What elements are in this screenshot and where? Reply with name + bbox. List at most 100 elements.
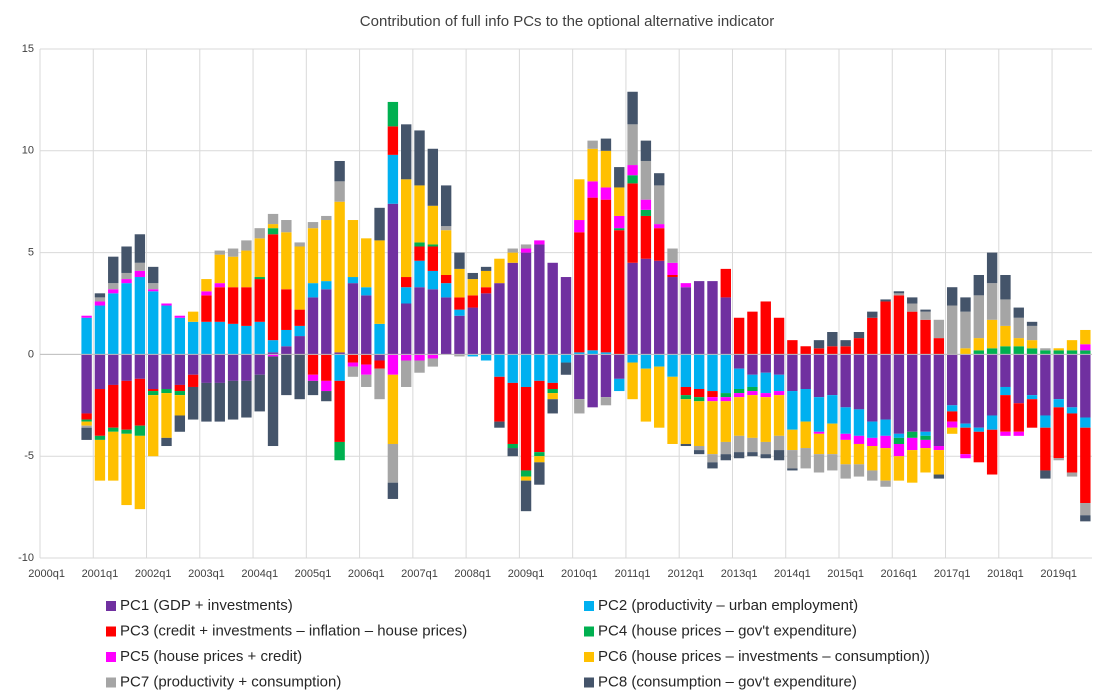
bar-segment — [94, 389, 106, 436]
bar-segment — [121, 279, 132, 284]
bar-segment — [427, 148, 439, 206]
bar-segment — [241, 325, 252, 355]
bar-segment — [81, 413, 92, 420]
bar-segment — [720, 268, 731, 298]
bar-segment — [627, 91, 638, 125]
bar-segment — [520, 386, 532, 471]
bar-segment — [813, 348, 825, 355]
bar-segment — [547, 389, 558, 394]
bar-segment — [733, 452, 745, 459]
bar-segment — [547, 393, 558, 400]
bar-segment — [414, 130, 425, 186]
bar-segment — [480, 293, 492, 355]
x-tick-label: 2005q1 — [295, 568, 332, 580]
bar-segment — [81, 317, 92, 355]
bar-segment — [600, 150, 612, 188]
bar-segment — [560, 354, 572, 363]
bar-segment — [1026, 395, 1038, 400]
bar-segment — [1080, 350, 1091, 355]
bar-segment — [401, 179, 412, 278]
bar-segment — [267, 352, 279, 355]
bar-segment — [813, 397, 825, 432]
bar-segment — [254, 277, 265, 280]
bar-segment — [147, 389, 159, 392]
bar-segment — [1026, 340, 1038, 349]
bar-segment — [174, 354, 186, 385]
bar-segment — [1080, 417, 1091, 428]
bar-segment — [427, 246, 439, 271]
bar-segment — [454, 297, 465, 310]
bar-segment — [201, 321, 212, 355]
bar-segment — [600, 199, 612, 353]
bar-segment — [760, 301, 771, 355]
bar-segment — [986, 252, 998, 284]
bar-segment — [560, 362, 572, 375]
bar-segment — [1026, 348, 1038, 355]
bar-segment — [907, 311, 918, 355]
bar-segment — [201, 291, 212, 296]
x-tick-label: 2012q1 — [667, 568, 704, 580]
bar-segment — [893, 354, 905, 434]
bar-segment — [813, 340, 825, 349]
legend-swatch — [584, 677, 594, 688]
bar-segment — [707, 281, 718, 355]
bar-segment — [640, 140, 652, 161]
bar-segment — [334, 354, 345, 381]
bar-segment — [933, 446, 945, 451]
bar-segment — [773, 354, 785, 375]
bar-segment — [374, 354, 385, 361]
bar-segment — [960, 423, 971, 428]
bar-segment — [214, 283, 225, 288]
bar-segment — [893, 295, 905, 355]
y-tick-label: 10 — [22, 145, 34, 157]
bar-segment — [147, 283, 159, 290]
bar-segment — [81, 354, 92, 414]
bar-segment — [507, 354, 518, 383]
bar-segment — [893, 291, 905, 294]
bar-segment — [414, 242, 425, 247]
bar-segment — [986, 415, 998, 430]
bar-segment — [267, 356, 279, 447]
legend-swatch — [106, 652, 116, 662]
bar-segment — [720, 354, 731, 394]
bar-segment — [654, 228, 665, 261]
bar-segment — [1040, 415, 1051, 428]
bar-segment — [94, 439, 106, 481]
bar-segment — [108, 427, 119, 432]
bar-segment — [707, 354, 718, 392]
bar-segment — [720, 297, 731, 355]
bar-segment — [720, 401, 731, 442]
bar-segment — [946, 354, 958, 406]
bar-segment — [134, 270, 146, 278]
bar-segment — [187, 354, 199, 375]
bar-segment — [1000, 386, 1011, 396]
bar-segment — [294, 354, 305, 400]
bar-segment — [507, 382, 518, 444]
bar-segment — [920, 448, 931, 473]
bar-segment — [1040, 348, 1051, 351]
bar-segment — [760, 454, 771, 459]
bar-segment — [587, 350, 598, 355]
bar-segment — [960, 354, 971, 424]
bar-segment — [414, 287, 425, 355]
bar-segment — [707, 397, 718, 402]
bar-segment — [161, 389, 172, 394]
bar-segment — [1066, 354, 1078, 408]
chart-title: Contribution of full info PCs to the opt… — [360, 13, 774, 30]
bar-segment — [840, 407, 851, 434]
bar-segment — [507, 248, 518, 253]
bar-segment — [1013, 403, 1024, 432]
bar-segment — [667, 376, 678, 444]
bar-segment — [440, 226, 452, 231]
bar-segment — [986, 429, 998, 475]
bar-segment — [574, 399, 585, 414]
bar-segment — [214, 354, 225, 383]
bar-segment — [933, 450, 945, 475]
bar-segment — [946, 421, 958, 428]
bar-segment — [334, 441, 345, 461]
legend-swatch — [106, 677, 116, 688]
bar-segment — [867, 446, 878, 471]
bar-segment — [720, 441, 731, 455]
bar-segment — [853, 409, 865, 436]
bar-segment — [787, 468, 798, 471]
